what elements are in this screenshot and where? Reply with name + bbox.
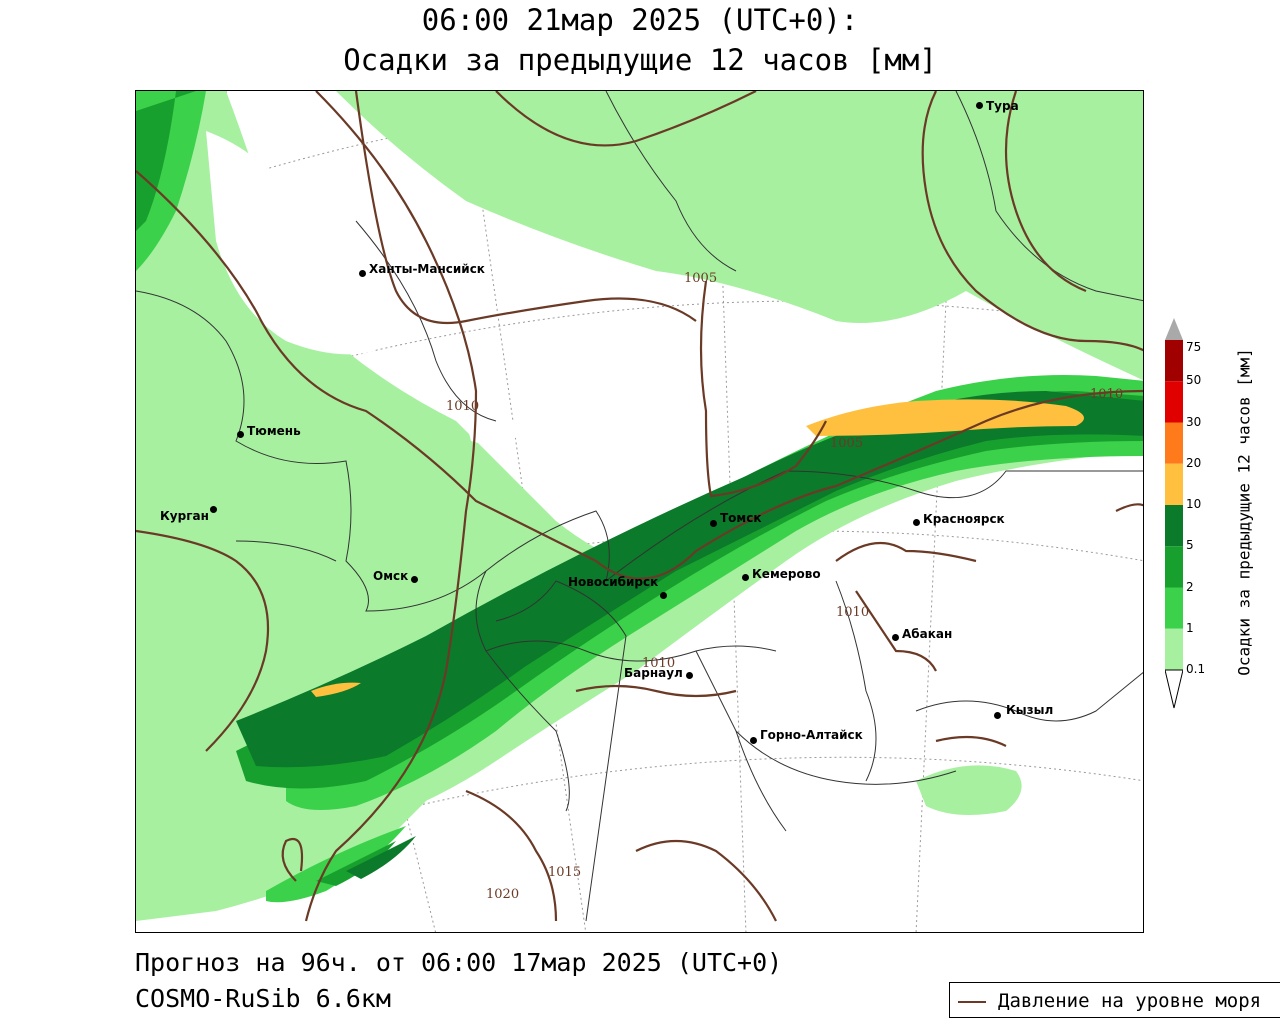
pressure-line-icon <box>958 1001 986 1003</box>
colorbar-segment <box>1165 340 1183 382</box>
isobar-label: 1005 <box>830 436 864 451</box>
precipitation-map: 1005 1010 1005 1010 1010 1010 1015 1020 … <box>135 90 1144 933</box>
isobar-label: 1010 <box>836 605 870 620</box>
city-dot-icon <box>710 520 717 527</box>
city-dot-icon <box>660 592 667 599</box>
city-label: Кызыл <box>1006 703 1054 717</box>
map-title-line1: 06:00 21мар 2025 (UTC+0): <box>421 3 859 37</box>
city-dot-icon <box>994 712 1001 719</box>
isobar-label: 1020 <box>486 887 520 902</box>
isobar-label: 1010 <box>446 399 480 414</box>
colorbar-tick-label: 50 <box>1186 373 1202 388</box>
city-label: Тура <box>986 99 1019 113</box>
colorbar-bottom-triangle <box>1165 669 1183 709</box>
city-dot-icon <box>359 270 366 277</box>
colorbar-tick-label: 5 <box>1186 538 1194 553</box>
colorbar-top-triangle <box>1165 318 1183 340</box>
city-label: Омск <box>373 569 409 583</box>
city-dot-icon <box>913 519 920 526</box>
city-dot-icon <box>411 576 418 583</box>
colorbar-tick-label: 2 <box>1186 579 1194 594</box>
city-label: Тюмень <box>247 424 301 438</box>
colorbar-segment <box>1165 587 1183 629</box>
city-dot-icon <box>686 672 693 679</box>
colorbar-segment <box>1165 381 1183 423</box>
isobar-label: 1010 <box>642 656 676 671</box>
city-label: Томск <box>720 511 762 525</box>
model-name: COSMO-RuSib 6.6км <box>135 984 391 1013</box>
city-label: Абакан <box>902 627 953 641</box>
isobar-label: 1015 <box>548 865 582 880</box>
map-title-line2: Осадки за предыдущие 12 часов [мм] <box>343 43 937 77</box>
colorbar-segment <box>1165 463 1183 505</box>
colorbar-tick-label: 0.1 <box>1186 662 1206 676</box>
city-label: Кемерово <box>752 567 821 581</box>
city-dot-icon <box>976 102 983 109</box>
map-canvas <box>136 91 1143 932</box>
city-dot-icon <box>892 634 899 641</box>
colorbar-tick-label: 75 <box>1186 340 1202 354</box>
isobar-label: 1010 <box>1090 387 1124 402</box>
pressure-legend: Давление на уровне моря <box>949 982 1280 1018</box>
colorbar-segment <box>1165 505 1183 547</box>
city-dot-icon <box>742 574 749 581</box>
precip-10mm <box>311 399 1084 697</box>
pressure-legend-label: Давление на уровне моря <box>998 990 1262 1012</box>
precip-5mm <box>236 391 1143 879</box>
city-dot-icon <box>210 506 217 513</box>
city-dot-icon <box>750 737 757 744</box>
colorbar-title: Осадки за предыдущие 12 часов [мм] <box>1234 348 1254 676</box>
city-label: Горно-Алтайск <box>760 728 863 742</box>
city-label: Новосибирск <box>568 575 659 589</box>
colorbar-tick-label: 1 <box>1186 620 1194 635</box>
city-label: Курган <box>160 509 209 523</box>
colorbar-segment <box>1165 628 1183 670</box>
colorbar-tick-label: 10 <box>1186 497 1202 511</box>
colorbar-segment <box>1165 422 1183 464</box>
isobars <box>136 91 1143 922</box>
colorbar-tick-label: 30 <box>1186 414 1202 429</box>
city-label: Ханты-Мансийск <box>369 262 485 276</box>
forecast-info: Прогноз на 96ч. от 06:00 17мар 2025 (UTC… <box>135 948 783 977</box>
city-label: Красноярск <box>923 512 1005 526</box>
colorbar-segment <box>1165 546 1183 588</box>
city-label: Барнаул <box>624 666 683 680</box>
city-dot-icon <box>237 431 244 438</box>
colorbar-tick-label: 20 <box>1186 455 1202 470</box>
isobar-label: 1005 <box>684 271 718 286</box>
colorbar <box>1165 318 1183 709</box>
